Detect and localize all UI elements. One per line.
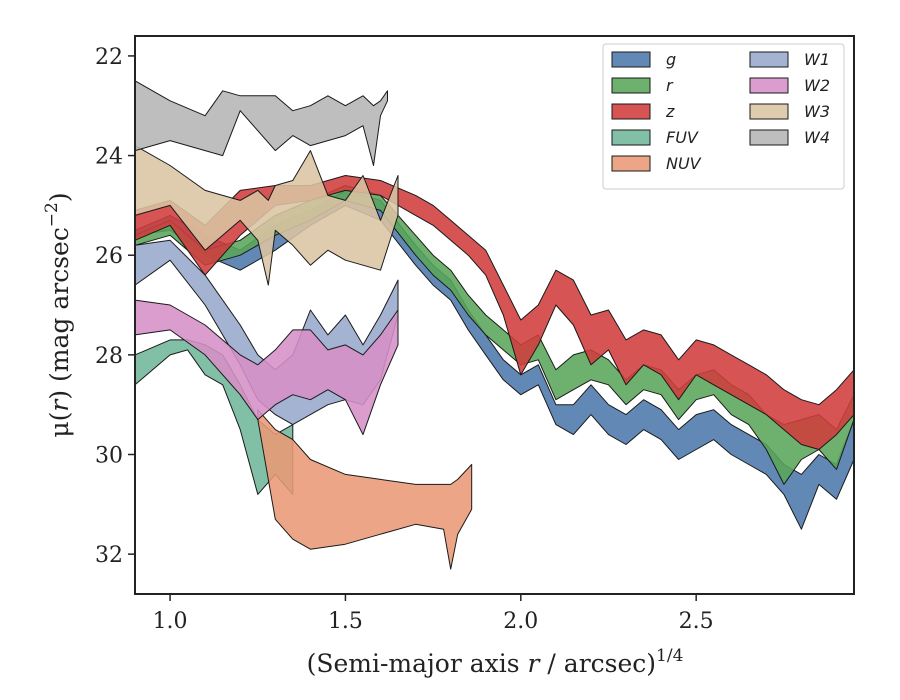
legend-label-w4: W4 bbox=[804, 128, 830, 147]
legend-label-fuv: FUV bbox=[666, 128, 699, 147]
series-band-nuv bbox=[257, 409, 473, 570]
legend-label-w2: W2 bbox=[804, 76, 830, 95]
series-band-w2 bbox=[134, 299, 399, 436]
y-tick-label: 28 bbox=[95, 344, 123, 369]
legend-label-r: r bbox=[666, 76, 674, 95]
legend-swatch-w2 bbox=[749, 77, 789, 94]
y-tick-label: 26 bbox=[95, 244, 123, 269]
y-tick-label: 22 bbox=[95, 45, 123, 70]
legend-label-nuv: NUV bbox=[666, 154, 702, 173]
legend-swatch-r bbox=[611, 77, 651, 94]
legend: grz FUV NUV W1 W2 W3 W4 bbox=[602, 43, 845, 190]
legend-swatch-nuv bbox=[611, 155, 651, 172]
plot-frame bbox=[134, 35, 855, 595]
series-band-w4 bbox=[134, 80, 388, 166]
legend-label-z: z bbox=[665, 102, 675, 121]
series-band-w3 bbox=[134, 145, 399, 286]
x-tick-label: 1.5 bbox=[328, 609, 363, 634]
legend-swatch-w4 bbox=[749, 129, 789, 146]
series-layer bbox=[134, 80, 855, 570]
legend-swatch-w3 bbox=[749, 103, 789, 120]
y-tick-label: 30 bbox=[95, 444, 123, 469]
x-axis-label: (Semi-major axis r / arcsec)1/4 bbox=[307, 646, 684, 678]
legend-label-g: g bbox=[666, 50, 676, 69]
legend-swatch-z bbox=[611, 103, 651, 120]
x-tick-label: 2.5 bbox=[679, 609, 714, 634]
legend-swatch-fuv bbox=[611, 129, 651, 146]
y-tick-label: 32 bbox=[95, 543, 123, 568]
x-tick-label: 2.0 bbox=[503, 609, 538, 634]
y-tick-label: 24 bbox=[95, 145, 123, 170]
x-tick-label: 1.0 bbox=[153, 609, 188, 634]
legend-swatch-g bbox=[611, 51, 651, 68]
ticks-layer: 1.0 1.5 2.0 2.5 22 24 26 28 30 32 bbox=[95, 45, 714, 634]
legend-swatch-w1 bbox=[749, 51, 789, 68]
legend-label-w3: W3 bbox=[804, 102, 830, 121]
legend-label-w1: W1 bbox=[804, 50, 830, 69]
y-axis-label: μ(r) (mag arcsec−2) bbox=[42, 192, 74, 437]
